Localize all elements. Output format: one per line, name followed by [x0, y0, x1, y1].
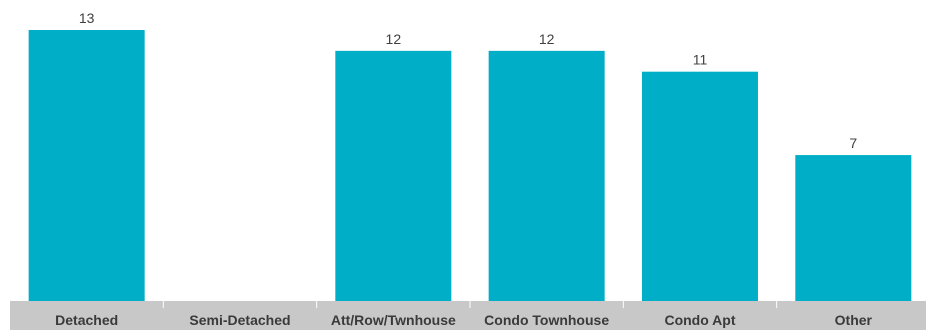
bar-value-label: 11	[693, 52, 708, 68]
category-band	[10, 301, 926, 330]
bars-layer	[28, 30, 912, 301]
bar	[28, 30, 145, 301]
bar-value-label: 12	[386, 31, 402, 47]
category-label: Semi-Detached	[189, 312, 290, 328]
bar-value-label: 12	[539, 31, 555, 47]
bar	[641, 71, 758, 301]
bar	[335, 50, 452, 301]
value-labels-layer: 13 12 12 11 7	[79, 10, 858, 151]
bar-value-label: 7	[849, 135, 857, 151]
category-label: Condo Townhouse	[484, 312, 609, 328]
bar	[795, 155, 912, 301]
category-label: Other	[835, 312, 873, 328]
bar	[488, 50, 605, 301]
category-label: Detached	[55, 312, 118, 328]
category-label: Att/Row/Twnhouse	[331, 312, 456, 328]
category-axis: Detached Semi-Detached Att/Row/Twnhouse Con…	[10, 301, 926, 330]
bar-value-label: 13	[79, 10, 95, 26]
category-label: Condo Apt	[664, 312, 735, 328]
